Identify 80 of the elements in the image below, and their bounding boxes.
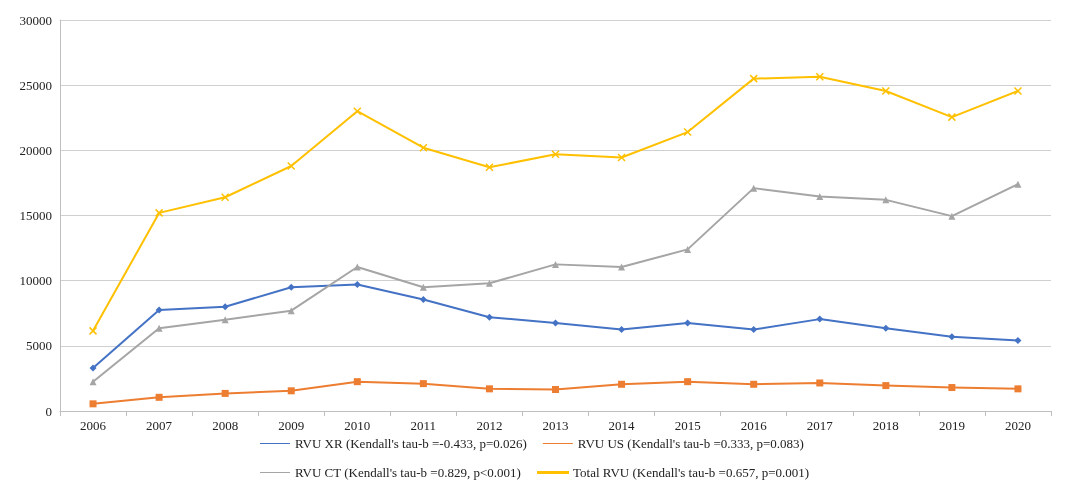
point xyxy=(353,378,361,386)
point xyxy=(1014,385,1022,393)
x-tick-label: 2011 xyxy=(410,418,437,433)
point xyxy=(286,161,296,171)
point xyxy=(683,127,692,137)
y-tick-label: 15000 xyxy=(19,208,52,223)
x-tick-label: 2012 xyxy=(476,418,503,433)
point xyxy=(618,326,626,334)
point xyxy=(220,193,230,202)
point xyxy=(552,319,559,327)
point xyxy=(684,378,692,386)
point xyxy=(882,382,890,390)
point xyxy=(552,385,559,393)
y-tick-label: 30000 xyxy=(19,12,52,28)
x-tick-label: 2020 xyxy=(1004,418,1031,433)
x-tick-label: 2015 xyxy=(674,418,701,433)
x-tick-label: 2019 xyxy=(938,418,965,433)
point xyxy=(947,112,957,122)
point xyxy=(221,389,229,397)
point xyxy=(1013,86,1023,96)
point xyxy=(618,380,626,388)
point xyxy=(948,384,956,392)
point xyxy=(750,326,758,334)
point xyxy=(1014,180,1022,188)
x-tick-label: 2016 xyxy=(740,418,768,433)
x-tick-label: 2013 xyxy=(542,418,569,433)
point xyxy=(485,279,493,287)
legend-label: RVU CT (Kendall's tau-b =0.829, p<0.001) xyxy=(294,465,521,480)
point xyxy=(155,324,163,332)
point xyxy=(816,315,824,323)
y-tick-label: 5000 xyxy=(26,338,52,354)
x-tick-label: 2010 xyxy=(344,418,371,433)
point xyxy=(485,385,493,393)
y-tick-label: 0 xyxy=(45,403,52,419)
point xyxy=(948,333,956,341)
point xyxy=(89,364,97,372)
point xyxy=(419,380,427,388)
point xyxy=(89,378,97,386)
point xyxy=(816,379,824,387)
x-tick-label: 2006 xyxy=(80,418,107,433)
point xyxy=(815,72,825,81)
point xyxy=(419,143,428,152)
y-tick-label: 25000 xyxy=(19,77,52,93)
point xyxy=(89,400,97,408)
point xyxy=(881,86,891,96)
point xyxy=(353,106,362,116)
x-tick-label: 2017 xyxy=(806,418,834,433)
point xyxy=(287,283,295,291)
point xyxy=(353,281,361,289)
point xyxy=(221,303,229,311)
point xyxy=(485,163,494,172)
point xyxy=(419,283,427,291)
point xyxy=(750,184,758,192)
point xyxy=(485,313,493,321)
point xyxy=(552,260,559,268)
point xyxy=(1014,337,1022,345)
point xyxy=(287,387,295,395)
point xyxy=(750,380,758,388)
legend-label: RVU XR (Kendall's tau-b =-0.433, p=0.026) xyxy=(294,436,527,451)
point xyxy=(88,326,98,336)
point xyxy=(749,74,758,83)
point xyxy=(948,212,956,220)
point xyxy=(684,319,692,327)
x-tick-label: 2008 xyxy=(212,418,239,433)
point xyxy=(551,149,560,159)
y-tick-label: 10000 xyxy=(19,273,52,289)
x-tick-label: 2009 xyxy=(278,418,305,433)
point xyxy=(155,306,163,314)
point xyxy=(154,208,164,218)
x-tick-label: 2018 xyxy=(872,418,899,433)
point xyxy=(882,324,890,332)
point xyxy=(684,245,692,253)
point xyxy=(155,393,163,401)
x-tick-label: 2007 xyxy=(146,418,173,433)
x-tick-label: 2014 xyxy=(608,418,636,433)
legend-label: Total RVU (Kendall's tau-b =0.657, p=0.001) xyxy=(573,465,810,480)
point xyxy=(617,153,626,162)
y-tick-label: 20000 xyxy=(19,142,52,158)
point xyxy=(419,296,427,304)
legend-label: RVU US (Kendall's tau-b =0.333, p=0.083) xyxy=(577,436,804,451)
